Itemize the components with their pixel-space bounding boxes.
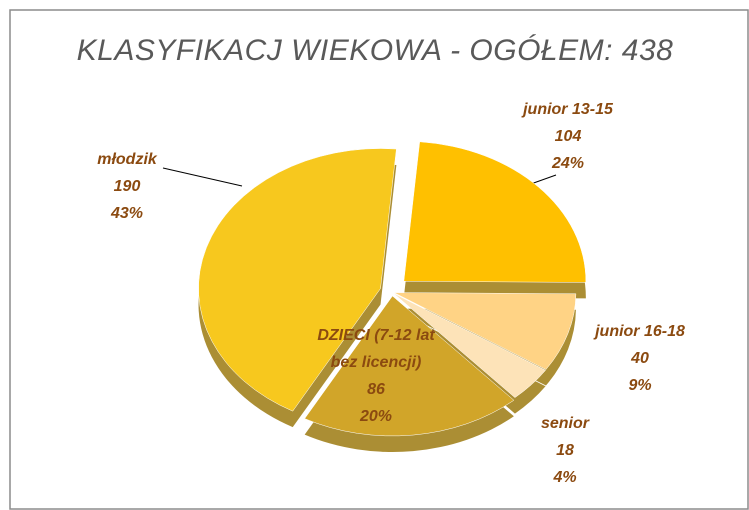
label-value: 86	[367, 381, 385, 398]
slice	[304, 295, 515, 437]
label-percent: 4%	[553, 469, 577, 486]
data-label: senior 18 4%	[525, 410, 605, 491]
label-name: junior 13-15	[523, 101, 613, 118]
label-percent: 20%	[359, 408, 393, 425]
leader-line	[162, 167, 243, 187]
label-name: junior 16-18	[595, 323, 685, 340]
slice	[393, 292, 577, 370]
label-value: 104	[554, 128, 582, 145]
label-percent: 43%	[110, 205, 144, 222]
label-value: 40	[631, 350, 649, 367]
label-name: młodzik	[97, 151, 157, 168]
frame	[9, 9, 749, 510]
label-percent: 9%	[628, 377, 652, 394]
label-percent: 24%	[551, 155, 585, 172]
label-name: senior	[540, 415, 589, 432]
data-label: DZIECI (7-12 lat bez licencji) 86 20%	[316, 322, 436, 430]
label-name: DZIECI (7-12 lat bez licencji)	[317, 327, 435, 371]
label-value: 18	[556, 442, 574, 459]
slice	[198, 148, 397, 412]
slice	[393, 293, 546, 398]
data-label: młodzik 190 43%	[82, 146, 172, 227]
chart-title: KLASYFIKACJ WIEKOWA - OGÓŁEM: 438	[76, 34, 674, 67]
slice	[403, 141, 587, 283]
label-value: 190	[113, 178, 141, 195]
data-label: junior 13-15 104 24%	[523, 96, 613, 177]
data-label: junior 16-18 40 9%	[585, 318, 695, 399]
